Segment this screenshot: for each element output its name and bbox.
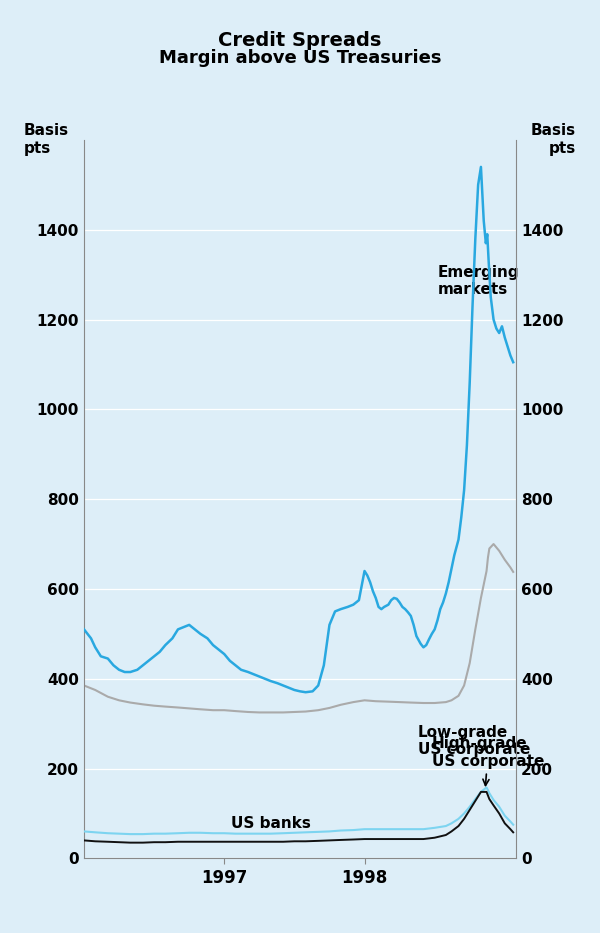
Text: Credit Spreads: Credit Spreads xyxy=(218,31,382,49)
Text: Basis
pts: Basis pts xyxy=(24,123,69,156)
Text: Margin above US Treasuries: Margin above US Treasuries xyxy=(159,49,441,66)
Text: High-grade
US corporate: High-grade US corporate xyxy=(432,736,544,786)
Text: Basis
pts: Basis pts xyxy=(531,123,576,156)
Text: US banks: US banks xyxy=(231,816,311,831)
Text: Low-grade
US corporate: Low-grade US corporate xyxy=(418,725,530,757)
Text: Emerging
markets: Emerging markets xyxy=(437,265,519,297)
